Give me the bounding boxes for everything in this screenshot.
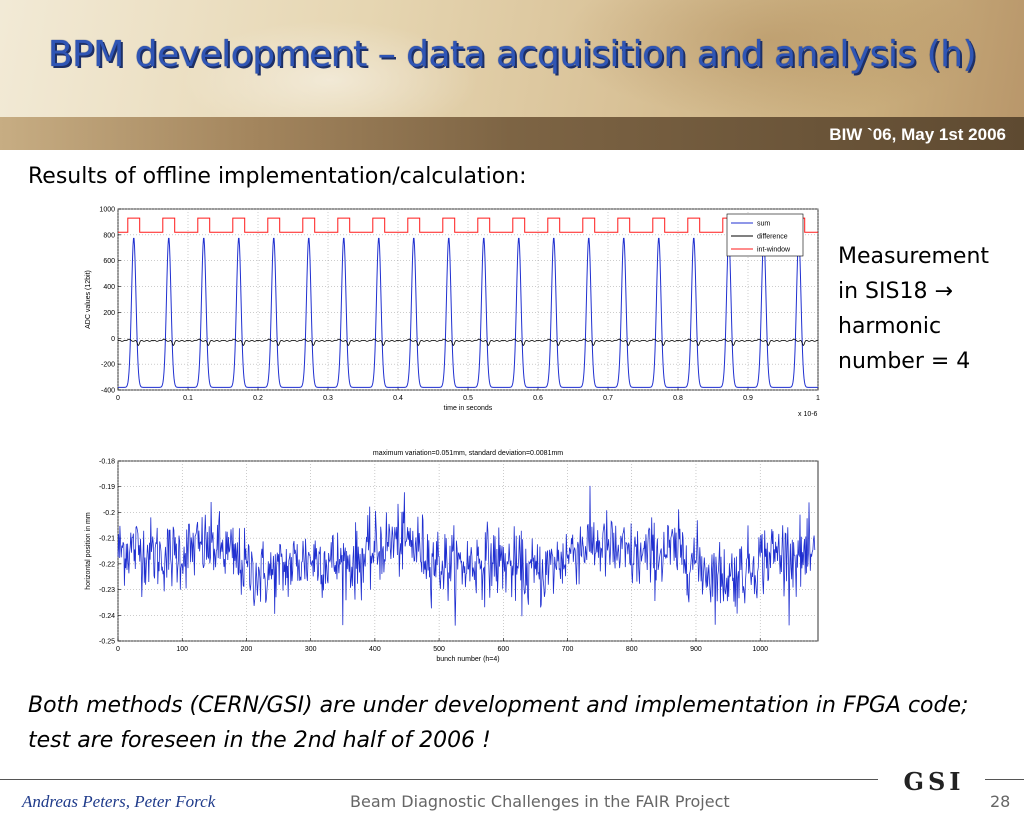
x-tick-label: 0.9 <box>743 395 753 402</box>
y-tick-label: -0.22 <box>99 561 115 568</box>
gsi-logo: GSI <box>886 768 982 796</box>
x-tick-label: 0 <box>116 646 120 653</box>
footer-project: Beam Diagnostic Challenges in the FAIR P… <box>350 792 730 811</box>
x-tick-label: 0.2 <box>253 395 263 402</box>
slide-title: BPM development – data acquisition and a… <box>47 34 977 75</box>
x-tick-label: 500 <box>433 646 445 653</box>
series-difference-line <box>117 338 819 346</box>
x-tick-label: 200 <box>241 646 253 653</box>
y-tick-label: -200 <box>101 362 115 369</box>
chart-title: maximum variation=0.051mm, standard devi… <box>373 450 563 457</box>
legend-label: sum <box>757 221 770 228</box>
x-tick-label: 0.5 <box>463 395 473 402</box>
y-tick-label: -0.18 <box>99 459 115 466</box>
note-line: number = 4 <box>838 349 971 374</box>
note-line: in SIS18 → <box>838 279 953 304</box>
y-tick-label: 200 <box>103 310 115 317</box>
x-tick-label: 0.1 <box>183 395 193 402</box>
measurement-note: Measurement in SIS18 → harmonic number =… <box>838 239 1018 379</box>
x-tick-label: 700 <box>562 646 574 653</box>
series-int-window-line <box>118 217 818 233</box>
x-tick-label: 400 <box>369 646 381 653</box>
series-position-line <box>117 485 816 626</box>
x-tick-label: 0.7 <box>603 395 613 402</box>
x-tick-label: 0.8 <box>673 395 683 402</box>
x-tick-label: 0 <box>116 395 120 402</box>
series-sum-line <box>118 237 818 388</box>
x-tick-label: 1000 <box>752 646 768 653</box>
note-line: harmonic <box>838 314 942 339</box>
y-tick-label: -0.23 <box>99 587 115 594</box>
y-tick-label: -400 <box>101 388 115 395</box>
x-tick-label: 800 <box>626 646 638 653</box>
y-tick-label: 800 <box>103 232 115 239</box>
y-tick-label: -0.2 <box>103 510 115 517</box>
x-tick-label: 300 <box>305 646 317 653</box>
y-tick-label: 400 <box>103 284 115 291</box>
x-axis-label: time in seconds <box>444 405 493 412</box>
note-line: Measurement <box>838 244 990 269</box>
footer-authors: Andreas Peters, Peter Forck <box>22 792 216 811</box>
footer-divider <box>0 779 878 780</box>
header-band <box>0 117 1024 150</box>
y-tick-label: -0.24 <box>99 613 115 620</box>
x-tick-label: 0.3 <box>323 395 333 402</box>
results-label: Results of offline implementation/calcul… <box>28 164 527 189</box>
development-note: Both methods (CERN/GSI) are under develo… <box>28 693 969 753</box>
x-axis-label: bunch number (h=4) <box>436 656 499 663</box>
x-tick-label: 600 <box>497 646 509 653</box>
y-tick-label: 1000 <box>99 207 115 214</box>
x-tick-label: 1 <box>816 395 820 402</box>
logo-text: GSI <box>903 767 965 796</box>
y-tick-label: 600 <box>103 258 115 265</box>
legend-label: int-window <box>757 247 791 254</box>
y-tick-label: 0 <box>111 336 115 343</box>
footer-divider <box>985 779 1024 780</box>
y-axis-label: ADC values (12bit) <box>85 270 92 329</box>
x-tick-label: 100 <box>176 646 188 653</box>
x-multiplier-label: x 10-6 <box>798 411 818 418</box>
conference-date: BIW `06, May 1st 2006 <box>829 125 1006 144</box>
y-tick-label: -0.21 <box>99 536 115 543</box>
y-axis-label: horizontal position in mm <box>85 512 92 590</box>
x-tick-label: 0.4 <box>393 395 403 402</box>
y-tick-label: -0.25 <box>99 639 115 646</box>
page-number: 28 <box>990 792 1011 811</box>
legend-label: difference <box>757 234 788 241</box>
x-tick-label: 900 <box>690 646 702 653</box>
x-tick-label: 0.6 <box>533 395 543 402</box>
y-tick-label: -0.19 <box>99 484 115 491</box>
